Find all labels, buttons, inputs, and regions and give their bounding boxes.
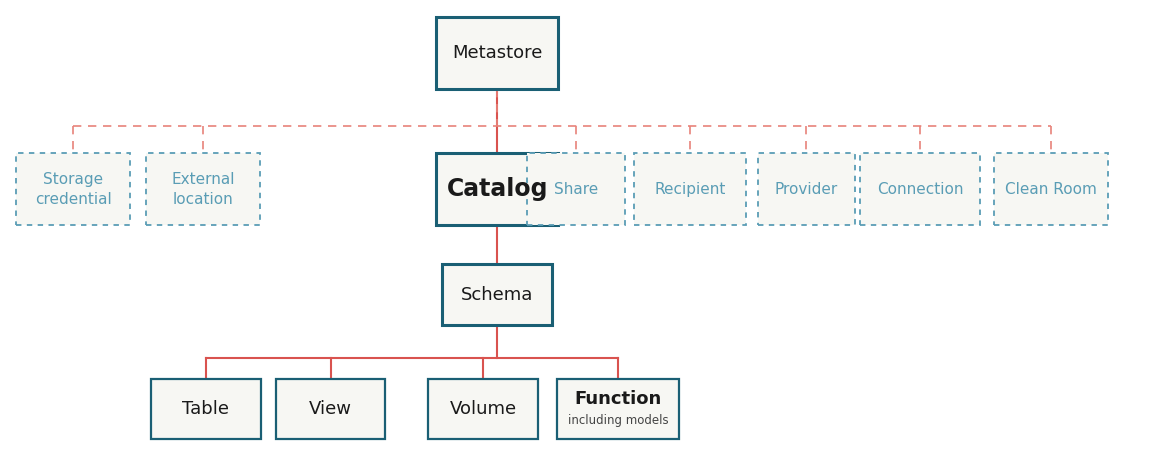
FancyBboxPatch shape: [860, 154, 980, 225]
Text: Function: Function: [574, 390, 662, 408]
Text: Catalog: Catalog: [447, 177, 548, 201]
Text: Storage
credential: Storage credential: [35, 172, 112, 207]
FancyBboxPatch shape: [994, 154, 1107, 225]
Text: Clean Room: Clean Room: [1005, 182, 1097, 197]
Text: View: View: [310, 400, 352, 418]
FancyBboxPatch shape: [527, 154, 625, 225]
FancyBboxPatch shape: [276, 379, 386, 439]
Text: Connection: Connection: [877, 182, 963, 197]
FancyBboxPatch shape: [146, 154, 260, 225]
Text: Provider: Provider: [775, 182, 838, 197]
Text: Table: Table: [182, 400, 229, 418]
FancyBboxPatch shape: [634, 154, 746, 225]
Text: Recipient: Recipient: [654, 182, 725, 197]
FancyBboxPatch shape: [16, 154, 130, 225]
FancyBboxPatch shape: [151, 379, 261, 439]
Text: External
location: External location: [171, 172, 235, 207]
FancyBboxPatch shape: [442, 264, 552, 325]
Text: Volume: Volume: [450, 400, 517, 418]
FancyBboxPatch shape: [436, 17, 558, 89]
Text: Share: Share: [554, 182, 599, 197]
FancyBboxPatch shape: [757, 154, 855, 225]
FancyBboxPatch shape: [557, 379, 679, 439]
FancyBboxPatch shape: [436, 154, 558, 225]
Text: including models: including models: [567, 414, 669, 427]
Text: Metastore: Metastore: [452, 44, 542, 62]
FancyBboxPatch shape: [428, 379, 538, 439]
Text: Schema: Schema: [462, 286, 533, 304]
